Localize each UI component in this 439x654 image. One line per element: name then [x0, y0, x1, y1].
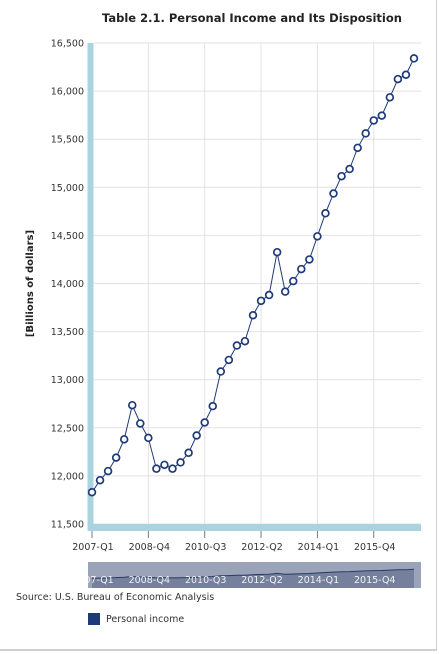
navigator-area — [92, 569, 414, 588]
data-point — [95, 475, 105, 485]
data-point — [168, 464, 177, 473]
data-point — [224, 355, 234, 365]
y-tick-label: 15,000 — [51, 183, 84, 194]
navigator-label: 2007-Q1 — [72, 575, 113, 586]
data-point — [337, 171, 346, 181]
x-axis-bar — [87, 524, 421, 531]
data-point — [144, 433, 153, 443]
data-point — [289, 276, 298, 286]
data-point — [361, 129, 370, 138]
data-point — [87, 488, 97, 497]
data-point — [280, 287, 290, 296]
data-point — [377, 111, 387, 120]
legend[interactable]: Personal income — [88, 613, 184, 625]
data-point — [353, 143, 362, 153]
chart-title: Table 2.1. Personal Income and Its Dispo… — [102, 11, 402, 25]
legend-swatch — [88, 613, 100, 625]
data-point — [321, 209, 330, 218]
data-point — [103, 466, 113, 476]
data-point — [297, 264, 306, 274]
data-point — [216, 367, 226, 376]
data-point — [248, 310, 258, 320]
data-point — [240, 336, 250, 346]
data-point — [128, 400, 137, 410]
y-tick-label: 13,500 — [51, 327, 84, 338]
navigator-label: 2015-Q4 — [354, 575, 395, 586]
data-point — [160, 460, 169, 470]
navigator-label: 2014-Q1 — [298, 575, 339, 586]
data-point — [232, 341, 242, 350]
data-point — [111, 453, 121, 462]
data-point — [264, 290, 274, 300]
navigator-label: 2010-Q3 — [185, 575, 226, 586]
y-tick-label: 12,000 — [51, 471, 84, 482]
y-axis-bar — [87, 43, 94, 524]
y-tick-label: 11,500 — [51, 520, 84, 531]
data-point — [208, 401, 218, 411]
data-point — [345, 164, 354, 174]
data-point — [305, 255, 314, 264]
source-note: Source: U.S. Bureau of Economic Analysis — [16, 592, 215, 603]
x-tick-label: 2010-Q3 — [185, 542, 226, 553]
x-tick-label: 2014-Q1 — [298, 542, 339, 553]
data-point — [385, 93, 395, 102]
x-tick-label: 2012-Q2 — [241, 542, 282, 553]
data-point — [119, 435, 129, 444]
y-tick-label: 15,500 — [51, 135, 84, 146]
x-tick-label: 2008-Q4 — [129, 542, 170, 553]
data-point — [200, 418, 209, 427]
navigator-line — [91, 568, 415, 579]
data-point — [272, 247, 282, 257]
y-tick-label: 14,000 — [51, 279, 84, 290]
y-tick-label: 14,500 — [51, 231, 84, 242]
data-point — [409, 54, 419, 63]
data-point — [329, 189, 338, 198]
navigator-label: 2012-Q2 — [241, 575, 282, 586]
data-point — [184, 448, 193, 458]
y-tick-label: 16,500 — [51, 39, 84, 50]
navigator-label: 2008-Q4 — [129, 575, 170, 586]
y-tick-label: 16,000 — [51, 87, 84, 98]
data-point — [401, 70, 411, 79]
data-point — [369, 116, 379, 125]
x-tick-label: 2015-Q4 — [354, 542, 395, 553]
y-tick-label: 12,500 — [51, 423, 84, 434]
x-tick-label: 2007-Q1 — [72, 542, 113, 553]
data-point — [152, 464, 161, 473]
y-axis-label: [Billions of dollars] — [25, 230, 36, 337]
data-point — [256, 296, 266, 306]
data-point — [393, 74, 403, 84]
legend-label: Personal income — [106, 613, 185, 625]
y-tick-label: 13,000 — [51, 375, 84, 386]
data-point — [136, 419, 145, 428]
data-point — [313, 232, 322, 241]
data-point — [176, 458, 185, 467]
data-point — [192, 431, 201, 440]
